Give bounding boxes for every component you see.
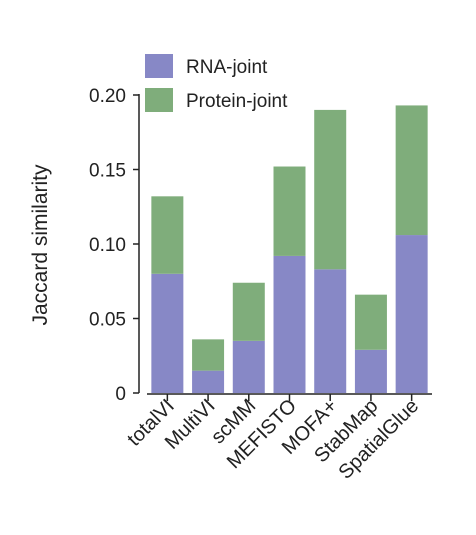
y-axis-title: Jaccard similarity (29, 164, 52, 326)
bar-protein-joint (273, 166, 306, 256)
bar-protein-joint (395, 105, 428, 236)
y-tick-label: 0.15 (89, 161, 126, 182)
y-tick-label: 0.05 (89, 310, 126, 331)
bar-rna-joint (273, 255, 306, 393)
bars-group (151, 105, 428, 393)
bar-protein-joint (354, 294, 387, 350)
legend-label: Protein-joint (186, 91, 288, 112)
bar-protein-joint (192, 339, 225, 371)
chart-legend: RNA-joint Protein-joint (145, 54, 288, 112)
bar-protein-joint (232, 282, 265, 341)
bar-protein-joint (151, 196, 184, 274)
bar-rna-joint (395, 235, 428, 393)
bar-rna-joint (192, 370, 225, 393)
x-axis: totalVIMultiVIscMMMEFISTOMOFA+StabMapSpa… (123, 393, 432, 484)
y-tick-label: 0.10 (89, 235, 126, 256)
bar-rna-joint (232, 340, 265, 393)
bar-rna-joint (151, 273, 184, 393)
bar-rna-joint (354, 349, 387, 393)
bar-rna-joint (314, 269, 347, 393)
legend-swatch (145, 54, 173, 78)
y-tick-label: 0 (115, 384, 126, 405)
y-axis: 0 0.05 0.10 0.15 0.20 (89, 86, 140, 405)
legend-swatch (145, 88, 173, 112)
legend-label: RNA-joint (186, 57, 268, 78)
y-tick-label: 0.20 (89, 86, 126, 107)
bar-protein-joint (314, 109, 347, 270)
